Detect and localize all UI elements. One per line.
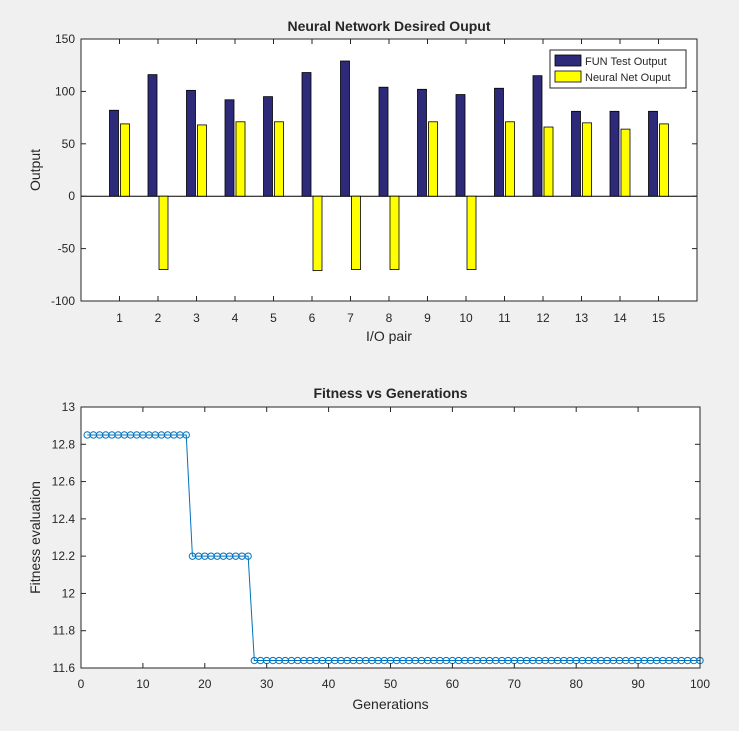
y-axis-label: Output <box>27 149 43 191</box>
x-tick-label: 10 <box>136 677 150 691</box>
y-tick-label: -100 <box>51 294 75 308</box>
bar-fun-test-7 <box>340 60 350 197</box>
line-chart-fitness: 0 10 20 30 40 50 60 70 80 90 100 11.6 11.8 12 12.2 12.4… <box>27 385 710 712</box>
x-tick-label: 14 <box>613 311 627 325</box>
data-point <box>244 552 252 560</box>
x-tick-label: 12 <box>536 311 550 325</box>
bar-neural-net-11 <box>505 121 515 197</box>
chart-title: Fitness vs Generations <box>313 385 467 401</box>
y-tick-label: 100 <box>55 84 75 98</box>
x-tick-label: 1 <box>116 311 123 325</box>
bar-fun-test-8 <box>378 86 389 197</box>
bar-neural-net-4 <box>235 121 246 197</box>
x-tick-label: 80 <box>570 677 584 691</box>
legend-swatch <box>554 54 582 67</box>
bar-neural-net-13 <box>582 122 592 197</box>
y-axis-label: Fitness evaluation <box>27 481 43 594</box>
x-tick-label: 90 <box>631 677 645 691</box>
bar-fun-test-1 <box>109 109 119 197</box>
y-tick-label: 12.8 <box>52 437 76 451</box>
legend-swatch <box>554 70 582 83</box>
legend-entry: FUN Test Output <box>585 56 667 68</box>
x-tick-label: 2 <box>155 311 162 325</box>
axes-box <box>80 38 698 302</box>
bar-fun-test-15 <box>648 110 658 197</box>
x-tick-label: 6 <box>309 311 316 325</box>
y-tick-label: -50 <box>58 242 76 256</box>
bar-fun-test-2 <box>147 74 158 197</box>
x-tick-label: 70 <box>508 677 522 691</box>
bar-neural-net-6 <box>312 195 323 272</box>
x-axis-label: I/O pair <box>366 328 412 344</box>
x-tick-label: 40 <box>322 677 336 691</box>
x-tick-label: 10 <box>459 311 473 325</box>
x-tick-label: 7 <box>347 311 354 325</box>
bar-fun-test-11 <box>494 87 504 197</box>
x-tick-label: 8 <box>386 311 393 325</box>
x-tick-label: 0 <box>78 677 85 691</box>
x-tick-label: 30 <box>260 677 274 691</box>
chart-title: Neural Network Desired Ouput <box>287 18 490 34</box>
bar-neural-net-12 <box>543 126 554 197</box>
plot-area <box>81 407 700 668</box>
y-tick-label: 12 <box>62 586 76 600</box>
bar-neural-net-3 <box>197 124 207 197</box>
y-tick-label: 12.2 <box>52 549 76 563</box>
x-tick-label: 9 <box>424 311 431 325</box>
x-tick-label: 100 <box>690 677 710 691</box>
bar-neural-net-9 <box>428 121 438 197</box>
y-tick-label: 12.6 <box>52 475 76 489</box>
y-tick-label: 13 <box>62 400 76 414</box>
bar-neural-net-10 <box>466 195 477 270</box>
bar-fun-test-14 <box>609 110 620 197</box>
bar-fun-test-12 <box>532 75 543 197</box>
bar-neural-net-14 <box>620 128 631 197</box>
bar-fun-test-13 <box>571 110 581 197</box>
legend-entry: Neural Net Ouput <box>585 72 671 84</box>
x-tick-label: 3 <box>193 311 200 325</box>
bar-neural-net-2 <box>158 195 169 270</box>
x-tick-label: 4 <box>232 311 239 325</box>
y-tick-label: 50 <box>62 137 76 151</box>
bar-fun-test-9 <box>417 88 427 197</box>
bar-neural-net-5 <box>274 121 284 197</box>
y-tick-label: 0 <box>68 189 75 203</box>
y-tick-label: 150 <box>55 32 75 46</box>
axes-box <box>80 406 701 669</box>
bar-fun-test-5 <box>263 96 273 197</box>
legend: FUN Test Output Neural Net Ouput <box>549 49 687 89</box>
x-tick-label: 60 <box>446 677 460 691</box>
x-tick-label: 15 <box>652 311 666 325</box>
y-tick-label: 12.4 <box>52 512 76 526</box>
bar-fun-test-6 <box>301 72 312 197</box>
bar-fun-test-4 <box>224 99 235 197</box>
y-tick-label: 11.8 <box>53 624 76 638</box>
x-tick-label: 11 <box>498 311 511 325</box>
data-point <box>182 431 190 439</box>
bar-chart-output: 1 2 3 4 5 6 7 8 9 10 11 12 13 14 15-100-50050100150Neu… <box>27 18 698 344</box>
bar-neural-net-15 <box>659 123 669 197</box>
x-tick-label: 20 <box>198 677 212 691</box>
bar-neural-net-7 <box>351 195 361 270</box>
bar-neural-net-1 <box>120 123 130 197</box>
bar-fun-test-10 <box>455 94 466 197</box>
x-tick-label: 50 <box>384 677 398 691</box>
y-tick-label: 11.6 <box>53 661 76 675</box>
bar-fun-test-3 <box>186 89 196 197</box>
x-tick-label: 13 <box>575 311 589 325</box>
bar-neural-net-8 <box>389 195 400 270</box>
x-tick-label: 5 <box>270 311 277 325</box>
x-axis-label: Generations <box>352 696 428 712</box>
